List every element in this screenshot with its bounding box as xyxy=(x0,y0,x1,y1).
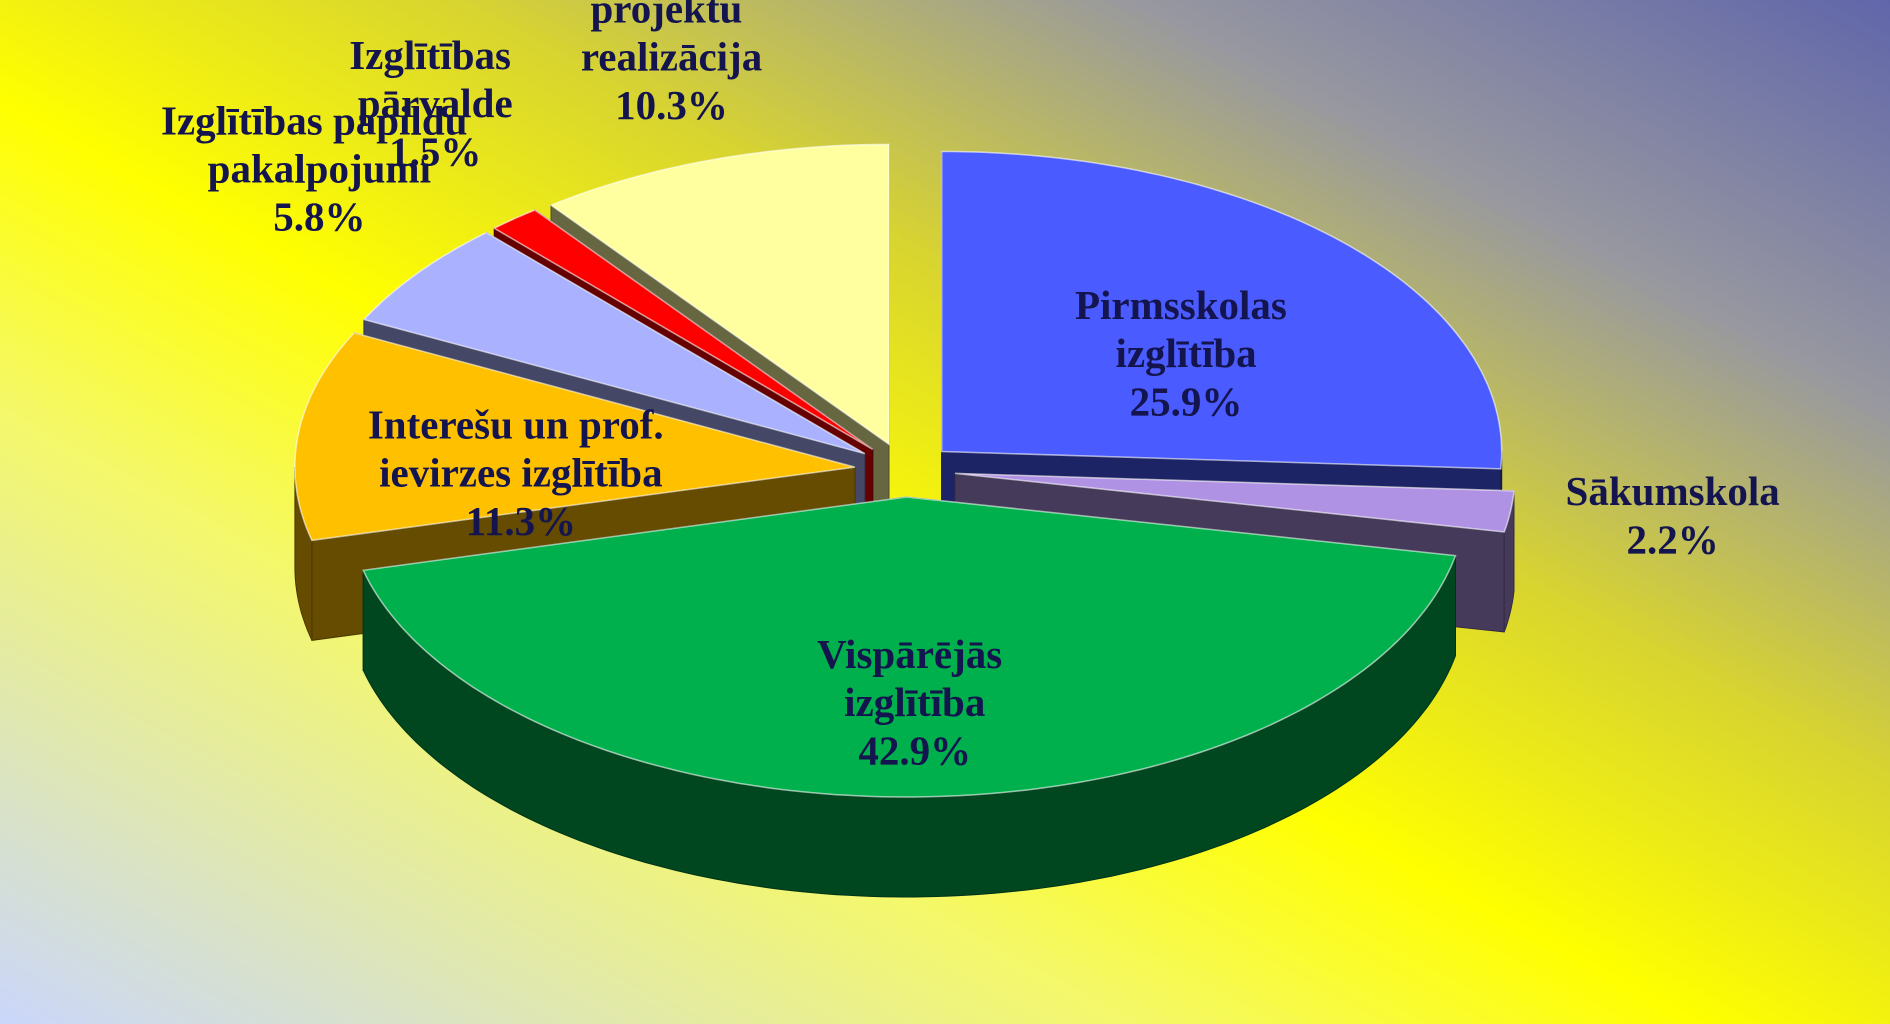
slice-label: Interešu un prof. ievirzes izglītība xyxy=(368,402,674,496)
slice xyxy=(362,496,1457,898)
slice-label: Sākumskola xyxy=(1566,468,1780,514)
slice-value-label: 25.9% xyxy=(1130,378,1243,424)
slice xyxy=(940,150,1503,470)
slice-label: Vispārējās izglītība xyxy=(817,631,1013,725)
slice-value-label: 42.9% xyxy=(858,727,971,773)
slice xyxy=(294,332,856,542)
slice-label: Izglītības projektu realizācija xyxy=(581,0,762,80)
slice-label: Pirmsskolas izglītība xyxy=(1075,282,1297,376)
slice xyxy=(954,472,1515,533)
slice xyxy=(492,209,874,450)
slice-value-label: 5.8% xyxy=(273,194,365,240)
slice-value-label: 11.3% xyxy=(466,498,577,544)
slice-value-label: 2.2% xyxy=(1627,516,1719,562)
slice xyxy=(549,143,890,446)
slice-value-label: 10.3% xyxy=(615,82,728,128)
slice-label: Izglītības pārvalde xyxy=(349,33,521,127)
slice xyxy=(362,496,1457,798)
slice-label: Izglītības papildu pakalpojumi xyxy=(161,98,478,192)
slice xyxy=(362,231,866,455)
slice-value-label: 1.5% xyxy=(389,129,481,175)
